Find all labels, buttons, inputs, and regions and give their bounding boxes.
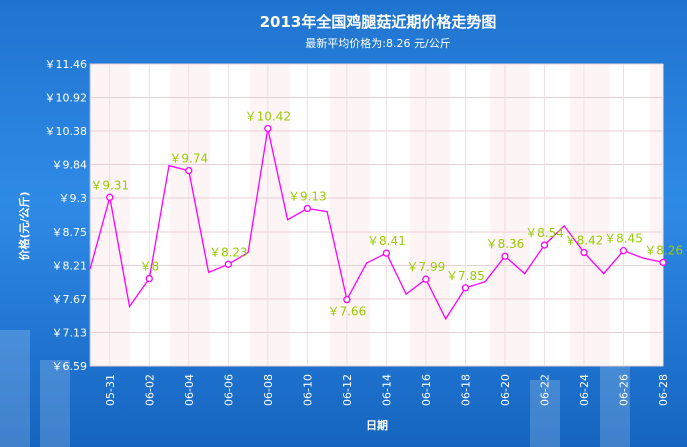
y-tick-label: ￥10.92 [45, 91, 88, 104]
data-point [422, 275, 430, 283]
y-tick-label: ￥8.21 [52, 260, 88, 273]
x-tick-label: 06-06 [222, 374, 235, 406]
plot-area [89, 63, 664, 367]
data-point [540, 241, 549, 249]
data-label: ￥10.42 [245, 109, 291, 123]
data-label: ￥8.45 [604, 232, 643, 246]
data-label: ￥9.74 [169, 152, 208, 166]
data-label: ￥9.13 [288, 189, 327, 203]
data-label: ￥9.31 [90, 178, 129, 192]
data-point [224, 260, 232, 268]
x-axis-title: 日期 [366, 418, 388, 432]
data-point [106, 193, 114, 201]
data-point [619, 247, 628, 255]
data-label: ￥7.85 [446, 269, 485, 283]
data-label: ￥8.26 [644, 243, 683, 257]
x-tick-label: 06-16 [420, 374, 433, 406]
data-label: ￥8.36 [486, 237, 525, 251]
y-tick-label: ￥7.13 [52, 327, 88, 340]
x-tick-label: 06-02 [143, 374, 156, 406]
chart-title: 2013年全国鸡腿菇近期价格走势图 [260, 13, 497, 31]
x-tick-label: 06-18 [459, 374, 472, 406]
x-tick-label: 06-04 [183, 374, 196, 406]
data-label: ￥7.99 [407, 260, 446, 274]
y-tick-label: ￥7.67 [52, 293, 88, 306]
y-axis-title: 价格(元/公斤) [17, 191, 31, 260]
y-tick-label: ￥11.46 [45, 58, 88, 71]
data-point [580, 248, 588, 257]
data-label: ￥7.66 [327, 305, 366, 319]
data-point [343, 295, 351, 304]
data-point [382, 249, 391, 257]
x-tick-label: 06-22 [538, 374, 551, 406]
data-point [264, 124, 272, 133]
x-axis-ticks: 05-31 06-02 06-04 06-06 06-08 06-10 06-12 06-14… [104, 374, 670, 406]
data-label: ￥8.41 [367, 234, 406, 248]
x-tick-label: 06-28 [657, 374, 670, 406]
data-point [185, 167, 193, 175]
y-tick-label: ￥9.3 [59, 192, 88, 205]
data-point [145, 274, 153, 283]
x-tick-label: 06-12 [341, 374, 354, 406]
chart-subtitle: 最新平均价格为:8.26 元/公斤 [305, 36, 450, 50]
x-tick-label: 06-26 [617, 374, 630, 406]
data-label: ￥8.42 [565, 234, 604, 248]
y-axis-ticks: ￥11.46 ￥10.92 ￥10.38 ￥9.84 ￥9.3 ￥8.75 ￥8.21 ￥7.… [45, 58, 88, 373]
data-point [501, 252, 509, 260]
data-label: ￥8.23 [209, 245, 248, 259]
data-point [303, 204, 311, 213]
data-label: ￥8 [139, 260, 159, 274]
x-tick-label: 06-14 [380, 374, 393, 406]
y-tick-label: ￥8.75 [52, 226, 88, 239]
y-tick-label: ￥6.59 [52, 360, 88, 373]
y-tick-label: ￥9.84 [52, 158, 88, 171]
grid-lines [90, 63, 664, 367]
data-label: ￥8.54 [525, 226, 564, 240]
y-tick-label: ￥10.38 [45, 125, 88, 138]
x-tick-label: 06-10 [301, 374, 314, 406]
x-tick-label: 05-31 [104, 374, 117, 406]
x-tick-label: 06-20 [499, 374, 512, 406]
x-tick-label: 06-24 [578, 374, 591, 406]
data-point [659, 258, 667, 267]
data-point [461, 284, 470, 292]
series-group: ￥9.31￥8￥9.74￥8.23￥10.42￥9.13￥7.66￥8.41￥7… [89, 109, 683, 321]
x-tick-label: 06-08 [262, 374, 275, 406]
